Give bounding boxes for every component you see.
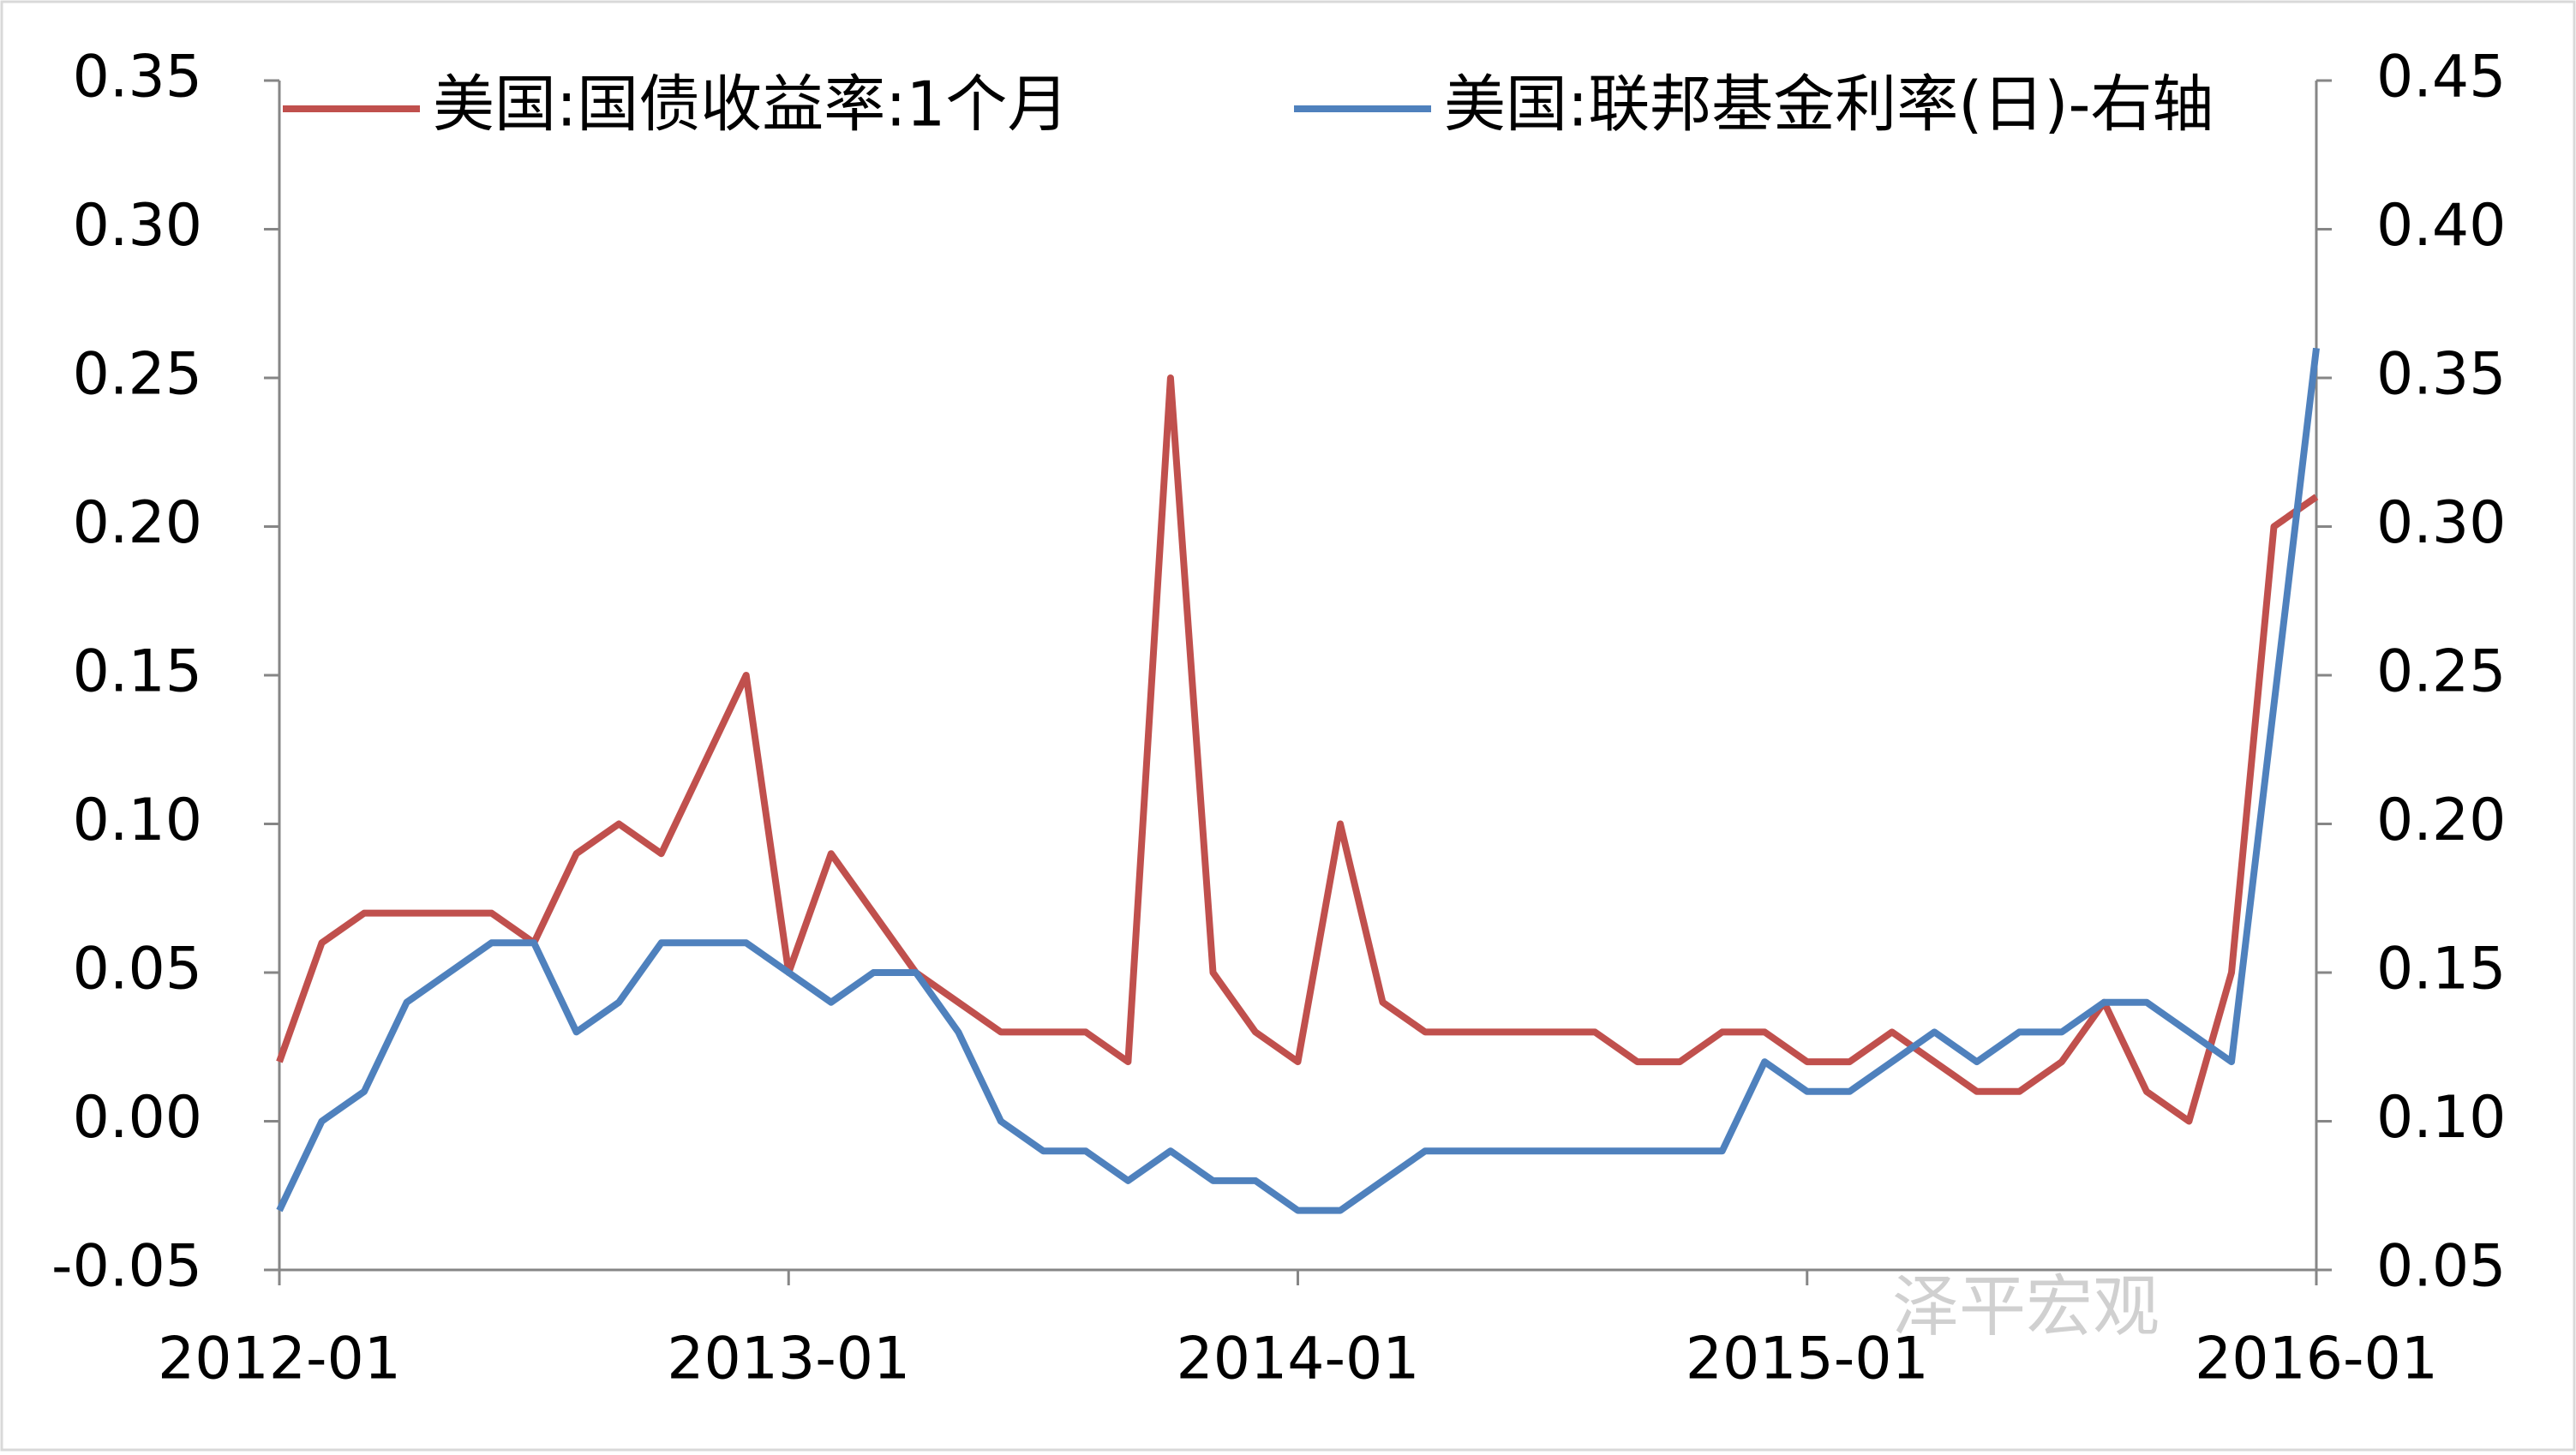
series-line — [276, 347, 2320, 1214]
x-tick-label: 2014-01 — [1176, 1326, 1419, 1393]
y2-tick-label: 0.25 — [2376, 638, 2506, 706]
x-tick-label: 2013-01 — [667, 1326, 910, 1393]
legend-label: 美国:联邦基金利率(日)-右轴 — [1444, 69, 2214, 141]
y2-tick-label: 0.20 — [2376, 787, 2506, 854]
x-tick-label: 2016-01 — [2195, 1326, 2438, 1393]
y2-tick-label: 0.40 — [2376, 192, 2506, 260]
y-tick-label: 0.30 — [73, 192, 202, 260]
y-tick-label: 0.35 — [73, 44, 202, 111]
y-tick-label: 0.25 — [73, 341, 202, 409]
y2-tick-label: 0.45 — [2376, 44, 2506, 111]
y2-tick-label: 0.35 — [2376, 341, 2506, 409]
y-tick-label: -0.05 — [51, 1233, 202, 1301]
y2-tick-label: 0.10 — [2376, 1084, 2506, 1152]
y-tick-label: 0.20 — [73, 489, 202, 557]
x-tick-label: 2012-01 — [158, 1326, 401, 1393]
legend-label: 美国:国债收益率:1个月 — [433, 69, 1069, 141]
series-line — [276, 374, 2319, 1125]
y-tick-label: 0.00 — [73, 1084, 202, 1152]
y2-tick-label: 0.05 — [2376, 1233, 2506, 1301]
y-tick-label: 0.10 — [73, 787, 202, 854]
y2-tick-label: 0.15 — [2376, 936, 2506, 1003]
y-tick-label: 0.05 — [73, 936, 202, 1003]
watermark: 泽平宏观 — [1892, 1268, 2160, 1345]
y-tick-label: 0.15 — [73, 638, 202, 706]
y2-tick-label: 0.30 — [2376, 489, 2506, 557]
x-tick-label: 2015-01 — [1686, 1326, 1929, 1393]
